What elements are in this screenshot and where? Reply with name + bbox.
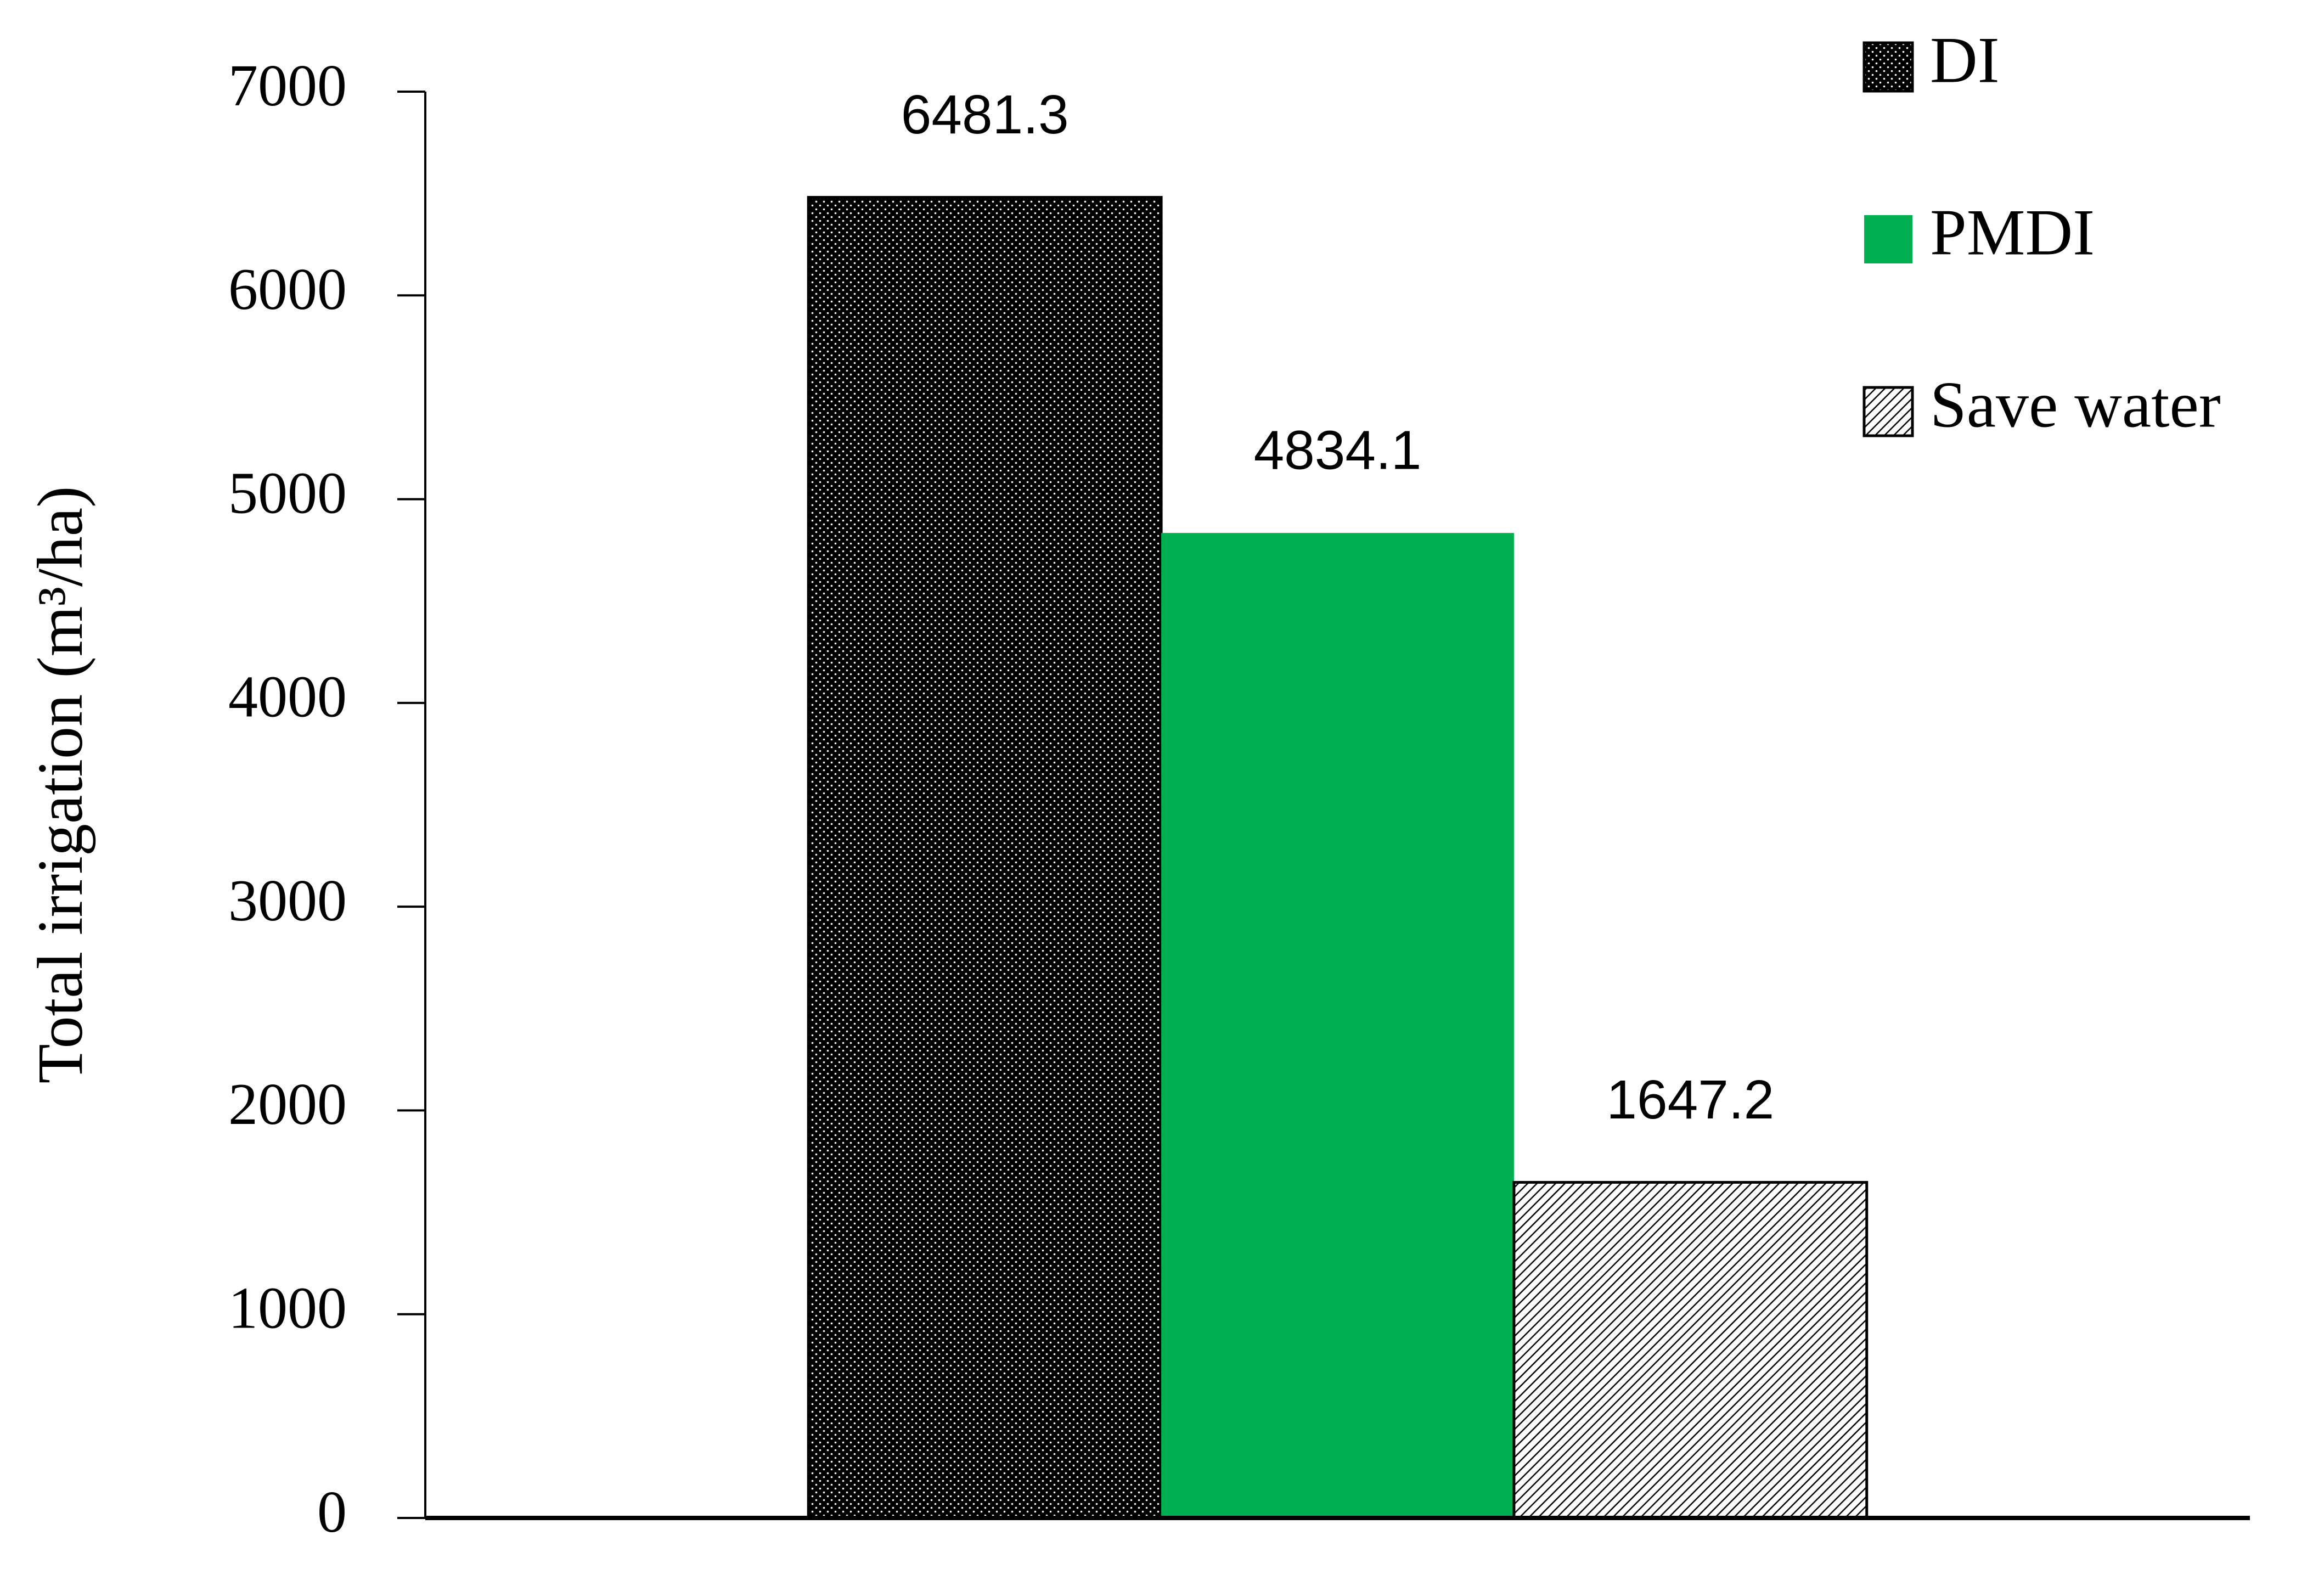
- y-tick-label: 2000: [228, 1072, 347, 1137]
- legend-label: Save water: [1930, 368, 2221, 441]
- data-label: 1647.2: [1606, 1069, 1774, 1131]
- y-tick-label: 3000: [228, 868, 347, 933]
- y-tick-label: 1000: [228, 1275, 347, 1341]
- legend-swatch: [1864, 215, 1912, 263]
- legend-swatch: [1862, 41, 1914, 93]
- y-tick-label: 0: [317, 1480, 347, 1545]
- y-axis-title: Total irrigation (m³/ha): [24, 486, 96, 1084]
- data-label: 6481.3: [901, 84, 1069, 145]
- y-tick-label: 4000: [228, 665, 347, 730]
- data-label: 4834.1: [1254, 420, 1422, 481]
- bar: [807, 196, 1163, 1520]
- y-tick-label: 5000: [228, 460, 347, 526]
- legend-label: DI: [1930, 24, 2000, 97]
- legend-label: PMDI: [1930, 196, 2095, 269]
- bar: [1161, 533, 1514, 1518]
- bar: [1512, 1180, 1869, 1520]
- legend-swatch: [1862, 386, 1914, 437]
- y-tick-label: 7000: [228, 53, 347, 119]
- y-tick-label: 6000: [228, 257, 347, 322]
